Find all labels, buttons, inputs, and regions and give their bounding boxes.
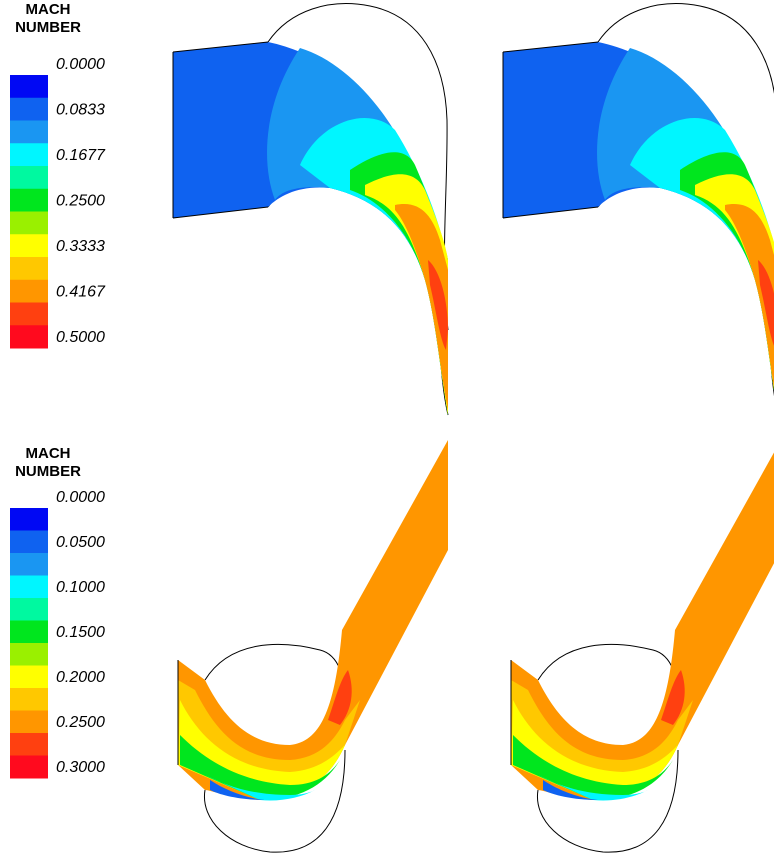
legend-swatch [10, 530, 48, 554]
legend-swatch [10, 302, 48, 326]
legend-label: 0.0000 [56, 489, 105, 506]
legend-label: 0.3000 [56, 759, 105, 776]
legend-swatch [10, 620, 48, 644]
legend-swatch [10, 120, 48, 144]
legend-swatch [10, 508, 48, 531]
legend-title: NUMBER [15, 19, 81, 36]
legend-swatch [10, 733, 48, 756]
legend-label: 0.3333 [56, 238, 105, 255]
legend-swatch [10, 710, 48, 734]
legend-label: 0.2500 [56, 714, 105, 731]
legend-swatch [10, 257, 48, 281]
legend-swatch [10, 188, 48, 212]
legend-swatch [10, 643, 48, 666]
legend-label: 0.0833 [56, 102, 105, 119]
panel-bottom-left [177, 439, 449, 853]
legends: MACHNUMBER0.00000.08330.16770.25000.3333… [10, 1, 106, 779]
legend-swatch [10, 598, 48, 621]
legend-label: 0.1677 [56, 147, 106, 164]
legend-swatch [10, 166, 48, 190]
legend-label: 0.1000 [56, 579, 105, 596]
legend-title: MACH [26, 445, 71, 462]
legend-swatch [10, 665, 48, 689]
legend-swatch [10, 234, 48, 258]
legend-swatch [10, 211, 48, 235]
legend-label: 0.1500 [56, 624, 105, 641]
legend-swatch [10, 143, 48, 167]
legend-label: 0.0000 [56, 56, 105, 73]
panel-bottom-right [510, 439, 774, 853]
legend-swatch [10, 279, 48, 303]
legend-swatch [10, 553, 48, 576]
legend-title: MACH [26, 1, 71, 18]
legend-swatch [10, 688, 48, 711]
legend-label: 0.5000 [56, 329, 105, 346]
legend-title: NUMBER [15, 463, 81, 480]
panel-top-left [172, 3, 449, 416]
legend-swatch [10, 575, 48, 599]
legend-label: 0.2500 [56, 193, 105, 210]
legend-label: 0.4167 [56, 284, 106, 301]
legend-swatch [10, 755, 48, 779]
legend-label: 0.0500 [56, 534, 105, 551]
panel-top-right [502, 3, 774, 416]
legend-swatch [10, 75, 48, 99]
legend-swatch [10, 325, 48, 349]
legend-swatch [10, 97, 48, 121]
legend-label: 0.2000 [56, 669, 105, 686]
